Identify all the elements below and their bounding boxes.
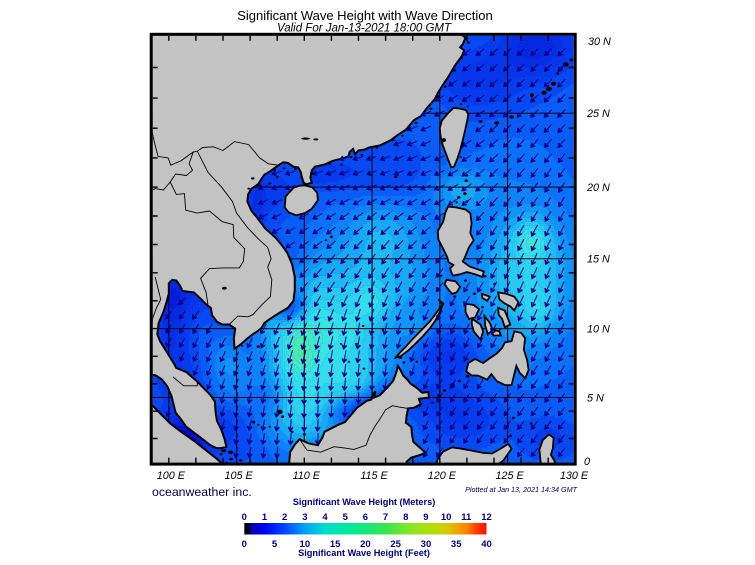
svg-text:12: 12 [481, 512, 492, 523]
svg-text:5 N: 5 N [587, 392, 604, 404]
svg-text:0: 0 [242, 539, 247, 550]
svg-text:5: 5 [343, 512, 349, 523]
svg-text:120 E: 120 E [428, 470, 457, 482]
svg-text:5: 5 [272, 539, 278, 550]
svg-text:10 N: 10 N [587, 324, 610, 336]
svg-text:0: 0 [584, 456, 590, 468]
svg-text:4: 4 [322, 512, 328, 523]
svg-text:oceanweather inc.: oceanweather inc. [152, 485, 252, 499]
svg-text:Significant Wave Height with W: Significant Wave Height with Wave Direct… [237, 8, 493, 23]
svg-text:Significant Wave Height (Meter: Significant Wave Height (Meters) [293, 497, 436, 507]
svg-text:11: 11 [461, 512, 472, 523]
svg-text:115 E: 115 E [360, 470, 388, 482]
svg-text:20 N: 20 N [586, 182, 610, 194]
svg-text:130 E: 130 E [560, 470, 589, 482]
svg-text:105 E: 105 E [224, 470, 253, 482]
svg-text:25: 25 [390, 539, 401, 550]
svg-text:10: 10 [441, 512, 452, 523]
svg-text:10: 10 [300, 539, 311, 550]
svg-text:15: 15 [330, 539, 341, 550]
svg-text:35: 35 [451, 539, 462, 550]
svg-text:3: 3 [302, 512, 307, 523]
svg-text:15 N: 15 N [587, 254, 610, 266]
svg-text:20: 20 [360, 539, 371, 550]
svg-text:Plotted at Jan 13, 2021 14:34: Plotted at Jan 13, 2021 14:34 GMT [465, 485, 577, 494]
svg-text:9: 9 [423, 512, 428, 523]
svg-text:6: 6 [363, 512, 368, 523]
svg-text:100 E: 100 E [157, 470, 186, 482]
svg-text:2: 2 [282, 512, 287, 523]
svg-text:8: 8 [403, 512, 408, 523]
svg-text:0: 0 [242, 512, 247, 523]
svg-text:125 E: 125 E [495, 470, 524, 482]
svg-text:Significant Wave Height (Feet): Significant Wave Height (Feet) [298, 548, 430, 558]
svg-text:25 N: 25 N [586, 108, 610, 120]
svg-text:40: 40 [481, 539, 492, 550]
svg-text:Valid For Jan-13-2021 18:00 GM: Valid For Jan-13-2021 18:00 GMT [277, 23, 452, 35]
svg-text:7: 7 [383, 512, 388, 523]
svg-text:30 N: 30 N [588, 36, 611, 48]
svg-text:30: 30 [421, 539, 432, 550]
svg-text:1: 1 [262, 512, 268, 523]
svg-text:110 E: 110 E [293, 470, 321, 482]
